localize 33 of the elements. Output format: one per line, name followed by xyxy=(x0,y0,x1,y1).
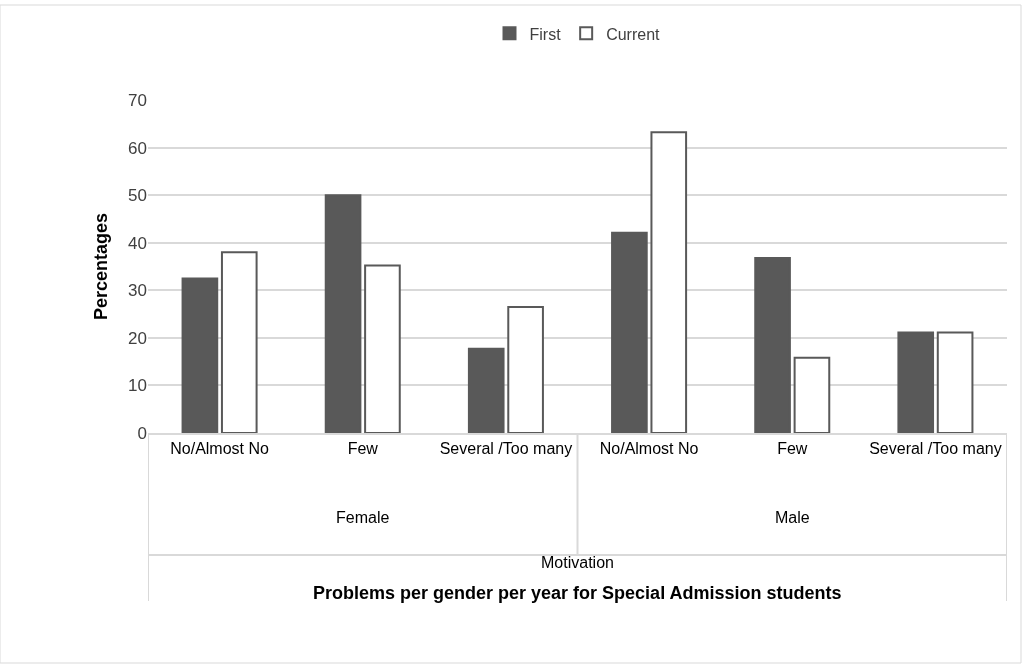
bar xyxy=(181,277,219,433)
bar xyxy=(793,356,831,433)
y-tick-label: 60 xyxy=(128,138,147,158)
x-tick-label: No/Almost No xyxy=(170,440,270,458)
text: Motivation xyxy=(541,554,614,571)
bar xyxy=(754,256,791,433)
bar xyxy=(650,131,688,433)
bar xyxy=(936,331,974,433)
bar xyxy=(897,331,935,433)
x-tick-label: Few xyxy=(777,440,808,458)
bar xyxy=(507,305,544,433)
text: Male xyxy=(775,509,810,526)
y-tick-label: 0 xyxy=(137,423,147,443)
y-axis-title: Percentages xyxy=(91,212,112,321)
x-tick-label: Several /Too many xyxy=(439,440,573,458)
y-tick-label: 50 xyxy=(128,186,147,206)
y-tick-label: 40 xyxy=(128,233,147,253)
y-tick-label: 30 xyxy=(128,281,147,301)
legend-label: First xyxy=(529,25,562,43)
text: Female xyxy=(336,509,390,526)
y-tick-label: 10 xyxy=(128,376,147,396)
x-tick-label: Few xyxy=(347,440,379,458)
bar xyxy=(324,194,362,433)
text: Problems per gender per year for Special Admission students xyxy=(313,583,842,603)
bar xyxy=(220,251,258,433)
x-tick-label: Several /Too many xyxy=(869,440,1002,458)
x-tick-label: No/Almost No xyxy=(599,440,699,458)
bar xyxy=(611,231,648,433)
bar xyxy=(364,264,401,433)
bar xyxy=(467,347,505,433)
legend-label: Current xyxy=(606,25,661,43)
y-tick-label: 70 xyxy=(128,90,147,110)
y-tick-label: 20 xyxy=(128,328,147,348)
